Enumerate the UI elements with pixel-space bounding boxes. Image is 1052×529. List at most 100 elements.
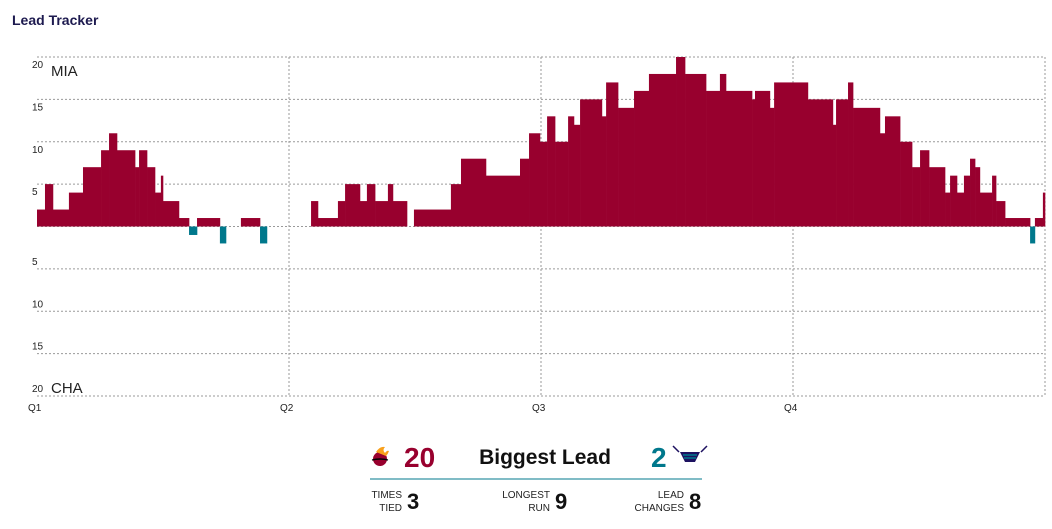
y-tick-label: 20 xyxy=(32,60,44,71)
stats: TIMES TIED 3 LONGEST RUN 9 LEAD CHANGES 8 xyxy=(371,489,701,514)
stat-value: 3 xyxy=(407,489,419,514)
plot: 20 15 10 5 5 10 15 20 MIA CHA Q1 Q2 Q3 Q4 xyxy=(28,56,1046,414)
lead-bar xyxy=(109,133,118,227)
lead-bar xyxy=(139,150,148,227)
lead-bar xyxy=(685,73,707,227)
lead-bar xyxy=(387,184,394,227)
lead-bar xyxy=(68,192,84,227)
lead-bar xyxy=(879,133,886,227)
lead-bar xyxy=(359,201,368,227)
stat-label: TIED xyxy=(379,503,402,514)
lead-bar xyxy=(945,192,951,227)
lead-bar xyxy=(163,201,180,227)
lead-bar xyxy=(929,167,946,227)
x-tick-label: Q3 xyxy=(532,403,546,414)
lead-bar xyxy=(963,175,971,227)
lead-bar xyxy=(580,99,603,227)
lead-bar xyxy=(178,218,190,227)
lead-bar xyxy=(1030,226,1036,244)
lead-bar xyxy=(547,116,556,227)
biggest-lead-home: 20 xyxy=(404,442,435,473)
lead-bar xyxy=(82,167,102,227)
lead-bar xyxy=(52,209,70,227)
lead-bar xyxy=(719,73,727,227)
x-tick-label: Q4 xyxy=(784,403,798,414)
lead-bar xyxy=(884,116,901,227)
lead-bar xyxy=(996,201,1006,227)
biggest-lead-label: Biggest Lead xyxy=(479,446,611,469)
lead-bar xyxy=(460,158,487,227)
lead-bar xyxy=(676,57,686,227)
stat-label: TIMES xyxy=(371,490,402,501)
lead-bar xyxy=(317,218,339,227)
hornets-logo xyxy=(672,445,708,462)
lead-bar xyxy=(44,184,54,227)
lead-bar xyxy=(117,150,136,227)
lead-bar xyxy=(573,124,581,227)
lead-bar xyxy=(37,209,46,227)
lead-bar xyxy=(450,184,462,227)
lead-bar xyxy=(219,226,227,244)
y-tick-label: 5 xyxy=(32,257,38,268)
lead-bar xyxy=(807,99,834,227)
lead-bar xyxy=(853,107,881,227)
lead-bar xyxy=(392,201,408,227)
lead-bar xyxy=(413,209,452,227)
lead-bar xyxy=(726,90,753,227)
lead-bar xyxy=(240,218,261,227)
lead-bar xyxy=(366,184,376,227)
lead-bar xyxy=(634,90,650,227)
top-team-label: MIA xyxy=(51,63,78,80)
lead-bar xyxy=(1042,192,1046,227)
lead-bar xyxy=(970,158,976,227)
bottom-team-label: CHA xyxy=(51,380,83,397)
y-tick-label: 15 xyxy=(32,102,44,113)
lead-bar xyxy=(836,99,849,227)
lead-bar xyxy=(920,150,930,227)
lead-bar xyxy=(1005,218,1031,227)
stat-value: 8 xyxy=(689,489,701,514)
summary: 20 Biggest Lead 2 TIMES TIED 3 LONGEST RUN 9 L… xyxy=(370,442,708,514)
lead-bar xyxy=(900,141,913,227)
lead-bar xyxy=(555,141,569,227)
lead-bar xyxy=(147,167,156,227)
lead-bar xyxy=(912,167,921,227)
lead-bar xyxy=(752,99,756,227)
lead-bar xyxy=(101,150,110,227)
y-tick-label: 20 xyxy=(32,384,44,395)
lead-bar xyxy=(189,226,198,235)
lead-bar xyxy=(155,192,162,227)
heat-logo xyxy=(371,446,389,466)
biggest-lead-away: 2 xyxy=(651,442,667,473)
lead-bar xyxy=(979,192,993,227)
lead-bar xyxy=(601,116,607,227)
x-tick-label: Q2 xyxy=(280,403,294,414)
lead-bar xyxy=(197,218,221,227)
lead-bar xyxy=(520,158,530,227)
lead-bar xyxy=(345,184,361,227)
lead-bar xyxy=(754,90,771,227)
lead-bar xyxy=(568,116,575,227)
lead-bar xyxy=(992,175,997,227)
lead-bar xyxy=(648,73,677,227)
lead-bar xyxy=(975,167,981,227)
stat-label: CHANGES xyxy=(635,503,685,514)
lead-bar xyxy=(539,141,548,227)
lead-bar xyxy=(769,107,775,227)
lead-bar xyxy=(135,167,140,227)
lead-bar xyxy=(337,201,346,227)
x-tick-label: Q1 xyxy=(28,403,42,414)
y-tick-label: 10 xyxy=(32,145,44,156)
lead-bar xyxy=(160,175,164,227)
lead-bar xyxy=(375,201,389,227)
lead-bar xyxy=(311,201,319,227)
stat-label: RUN xyxy=(528,503,550,514)
lead-bar xyxy=(950,175,958,227)
lead-bar xyxy=(774,82,809,227)
y-tick-label: 5 xyxy=(32,187,38,198)
y-tick-label: 10 xyxy=(32,299,44,310)
lead-bar xyxy=(848,82,854,227)
title: Lead Tracker xyxy=(12,12,99,28)
stat-label: LONGEST xyxy=(502,490,550,501)
